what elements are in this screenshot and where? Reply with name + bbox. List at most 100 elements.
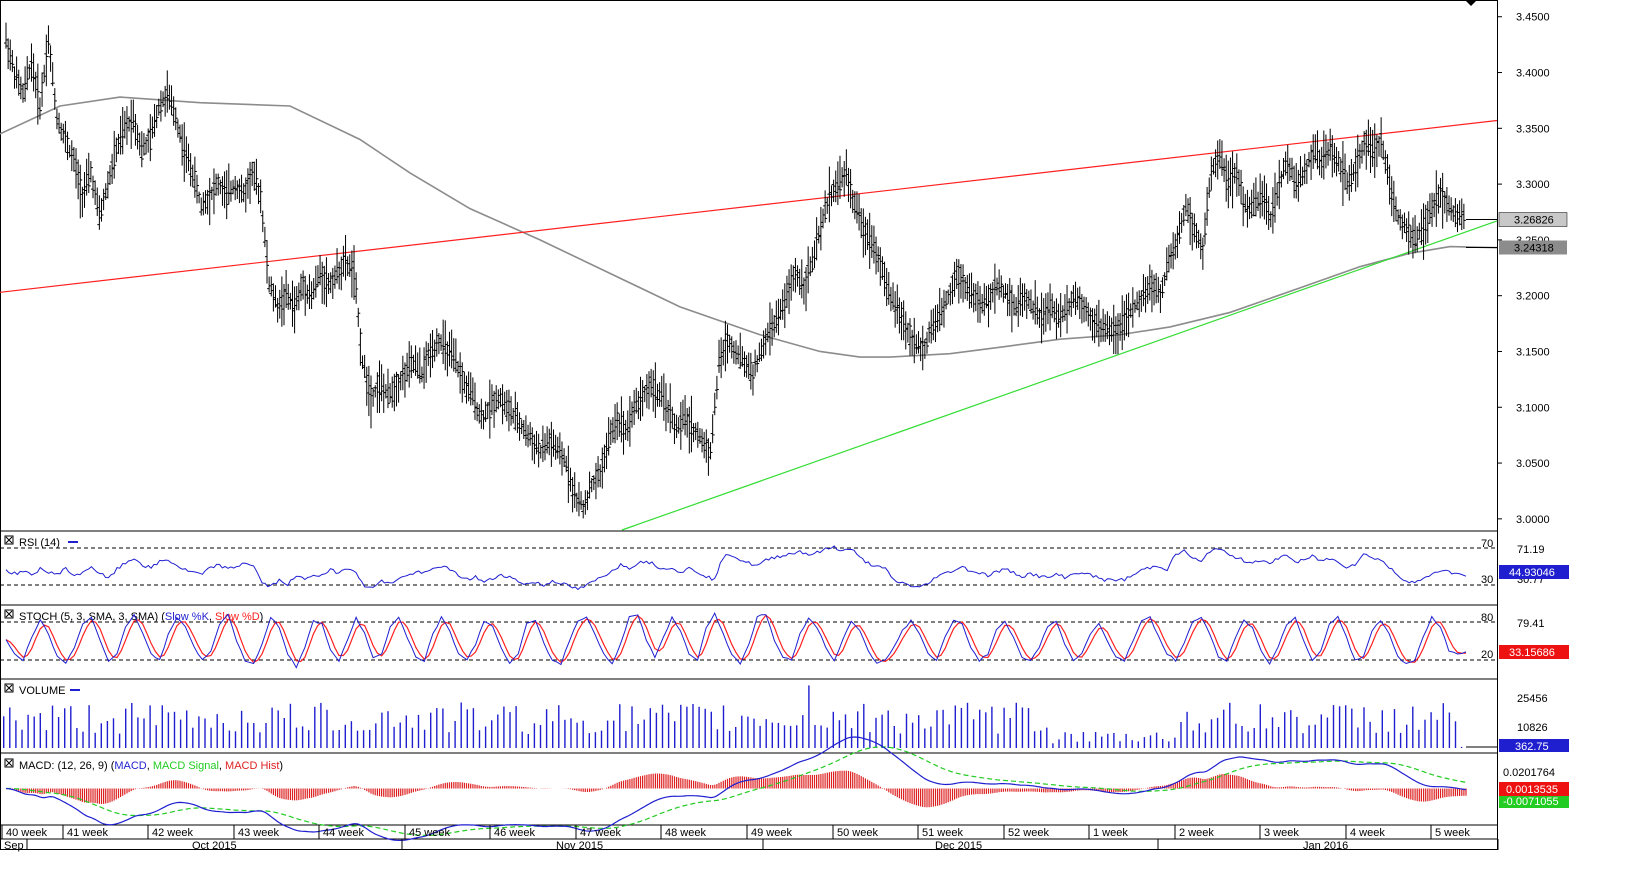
volume-bar (674, 721, 676, 748)
volume-bar (808, 685, 810, 748)
price-bar (1054, 298, 1059, 340)
price-bar (710, 414, 715, 444)
volume-bar (1107, 733, 1109, 748)
price-bar (1417, 222, 1422, 240)
volume-bar (112, 718, 115, 748)
price-bar (31, 53, 36, 92)
macd-axis-tick: 0.0201764 (1503, 767, 1555, 779)
volume-bar (27, 714, 29, 748)
price-bar (1419, 209, 1424, 246)
price-bar (50, 62, 55, 87)
price-bar (1028, 289, 1033, 314)
stoch-value-badge (1499, 645, 1569, 659)
price-bar (903, 311, 908, 350)
volume-bar (954, 705, 956, 748)
price-bar (199, 197, 204, 216)
price-bar (689, 395, 694, 453)
price-bar (1391, 180, 1396, 223)
price-bar (763, 328, 768, 356)
volume-bar (155, 725, 157, 748)
last-price-badge (1498, 212, 1568, 227)
price-bar (186, 143, 191, 172)
price-bar (1039, 292, 1044, 344)
price-bar (281, 283, 286, 326)
volume-bar (478, 730, 481, 748)
price-tick-label: 3.1500 (1516, 346, 1550, 358)
price-bar (360, 355, 365, 370)
price-bar (997, 269, 1002, 300)
volume-bar (1192, 730, 1194, 748)
price-bar (927, 321, 932, 343)
price-bar (1389, 176, 1394, 217)
volume-bar (186, 710, 188, 748)
price-bar (364, 366, 369, 406)
price-bar (1092, 308, 1097, 344)
price-bar (1158, 284, 1163, 313)
price-bar (1245, 189, 1250, 228)
volume-bar (1235, 723, 1237, 748)
price-bar (1177, 211, 1182, 244)
price-bar (661, 373, 666, 421)
month-label: Dec 2015 (935, 840, 982, 852)
price-bar (381, 373, 386, 413)
price-bar (502, 391, 507, 415)
volume-bar (1412, 706, 1414, 748)
volume-bar (1406, 724, 1408, 748)
price-bar (905, 322, 910, 343)
price-bar (538, 444, 543, 459)
close-icon (5, 684, 13, 692)
price-bar (995, 277, 1000, 296)
price-bar (341, 245, 346, 277)
price-bar (1145, 276, 1150, 304)
price-bar (1071, 285, 1076, 309)
price-bar (451, 338, 456, 372)
price-bar (778, 298, 783, 320)
price-bar (549, 421, 554, 467)
volume-bar (637, 724, 639, 748)
price-bar (961, 264, 966, 303)
price-bar (1118, 313, 1123, 341)
stoch-d-line (5, 614, 1467, 664)
price-bar (1432, 193, 1437, 218)
price-bar (695, 421, 700, 448)
price-bar (818, 206, 823, 251)
price-bar (80, 186, 85, 218)
price-tick-label: 3.0000 (1516, 514, 1550, 526)
price-bar (1090, 308, 1095, 341)
price-bar (101, 188, 106, 211)
rsi-value: 44.93046 (1509, 567, 1555, 579)
price-bar (657, 382, 662, 407)
volume-bar (716, 729, 719, 748)
volume-bar (15, 720, 17, 748)
volume-bar (375, 723, 377, 748)
price-bar (504, 389, 509, 422)
price-bar (318, 255, 323, 286)
price-bar (748, 352, 753, 390)
price-bar (144, 136, 149, 155)
price-bar (897, 297, 902, 334)
macd-value: 0.0013535 (1506, 784, 1558, 796)
price-bar (222, 171, 227, 209)
week-label: 2 week (1179, 827, 1214, 839)
volume-bar (295, 727, 298, 748)
price-bar (396, 374, 401, 403)
volume-bar (710, 711, 712, 748)
price-bar (1338, 158, 1343, 183)
volume-bar (545, 709, 548, 748)
week-label: 4 week (1350, 827, 1385, 839)
volume-bar (722, 705, 725, 748)
price-bar (207, 177, 212, 226)
scroll-marker-icon[interactable] (1465, 0, 1477, 6)
price-tick-label: 3.3500 (1516, 123, 1550, 135)
volume-bar (57, 717, 60, 748)
price-bar (933, 305, 938, 343)
price-bar (118, 115, 123, 155)
price-bar (1239, 169, 1244, 205)
price-bar (430, 330, 435, 369)
price-bar (1336, 151, 1341, 172)
price-bar (613, 403, 618, 444)
volume-bar (1442, 703, 1444, 748)
volume-bar (692, 704, 694, 748)
month-label: Jan 2016 (1303, 840, 1348, 852)
price-bar (180, 124, 185, 166)
